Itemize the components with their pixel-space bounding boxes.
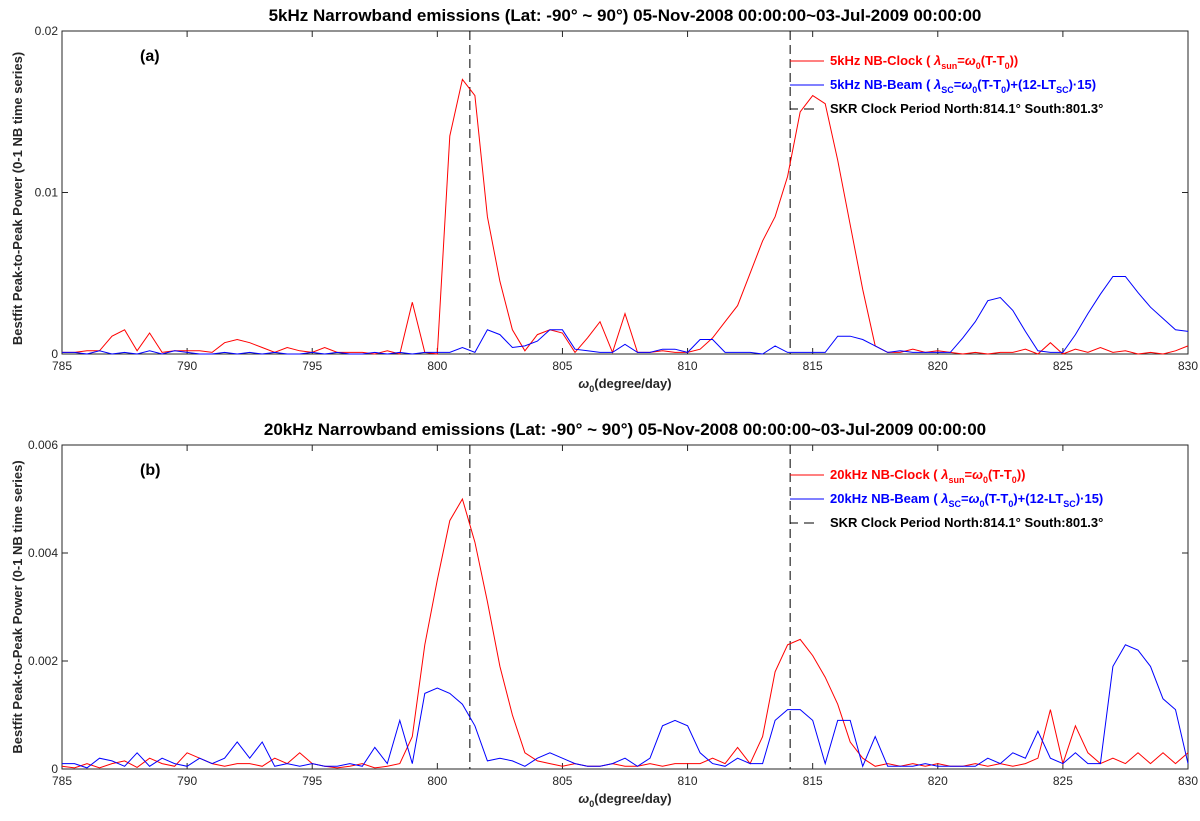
- x-tick-label: 830: [1178, 359, 1198, 373]
- x-tick-label: 815: [803, 359, 823, 373]
- series-line: [62, 78, 1189, 355]
- x-tick-label: 820: [928, 359, 948, 373]
- x-tick-label: 800: [427, 774, 447, 788]
- x-tick-label: 805: [552, 359, 572, 373]
- legend: 20kHz NB-Clock ( λsun=ω0(T-T0)) 20kHz NB-…: [790, 467, 1103, 530]
- legend-label: 5kHz NB-Beam ( λSC=ω0(T-T0)+(12-LTSC)·15…: [830, 77, 1096, 95]
- x-tick-label: 810: [678, 359, 698, 373]
- chart-panel: 785 790 795 800 805 810 815 820 825 830 0 0.01 0.02 5…: [10, 6, 1198, 394]
- x-tick-label: 805: [552, 774, 572, 788]
- x-axis-label: ω0(degree/day): [578, 376, 671, 394]
- x-tick-label: 810: [678, 774, 698, 788]
- chart-panel: 785 790 795 800 805 810 815 820 825 830 0 0.002 0.00…: [10, 420, 1198, 809]
- x-tick-label: 825: [1053, 774, 1073, 788]
- x-axis-label: ω0(degree/day): [578, 791, 671, 809]
- x-tick-label: 820: [928, 774, 948, 788]
- legend-label: 5kHz NB-Clock ( λsun=ω0(T-T0)): [830, 53, 1018, 71]
- legend-label: 20kHz NB-Clock ( λsun=ω0(T-T0)): [830, 467, 1025, 485]
- x-tick-label: 830: [1178, 774, 1198, 788]
- x-tick-label: 800: [427, 359, 447, 373]
- y-tick-label: 0: [51, 347, 58, 361]
- legend-entry: SKR Clock Period North:814.1° South:801.…: [790, 515, 1103, 530]
- series-line: [61, 497, 1189, 769]
- x-tick-label: 785: [52, 774, 72, 788]
- legend-entry: SKR Clock Period North:814.1° South:801.…: [790, 101, 1103, 116]
- legend-entry: 20kHz NB-Clock ( λsun=ω0(T-T0)): [790, 467, 1025, 485]
- panel-label: (b): [140, 462, 160, 479]
- x-tick-label: 825: [1053, 359, 1073, 373]
- x-tick-label: 785: [52, 359, 72, 373]
- plot-area-frame: [61, 444, 1189, 770]
- series-line: [62, 276, 1189, 355]
- series-line: [62, 644, 1189, 769]
- y-tick-label: 0.02: [35, 24, 59, 38]
- legend-entry: 5kHz NB-Beam ( λSC=ω0(T-T0)+(12-LTSC)·15…: [790, 77, 1096, 95]
- x-tick-label: 790: [177, 359, 197, 373]
- y-axis-label: Bestfit Peak-to-Peak Power (0-1 NB time …: [10, 52, 25, 345]
- x-tick-label: 795: [302, 359, 322, 373]
- y-tick-label: 0.006: [28, 438, 58, 452]
- legend-label: 20kHz NB-Beam ( λSC=ω0(T-T0)+(12-LTSC)·1…: [830, 491, 1103, 509]
- legend: 5kHz NB-Clock ( λsun=ω0(T-T0)) 5kHz NB-Be…: [790, 53, 1103, 116]
- x-tick-label: 790: [177, 774, 197, 788]
- legend-label: SKR Clock Period North:814.1° South:801.…: [830, 515, 1103, 530]
- legend-entry: 5kHz NB-Clock ( λsun=ω0(T-T0)): [790, 53, 1018, 71]
- chart-title: 20kHz Narrowband emissions (Lat: -90° ~ …: [264, 420, 986, 439]
- panel-label: (a): [140, 48, 160, 65]
- legend-label: SKR Clock Period North:814.1° South:801.…: [830, 101, 1103, 116]
- y-tick-label: 0.002: [28, 654, 58, 668]
- y-tick-label: 0.01: [35, 186, 59, 200]
- x-tick-label: 795: [302, 774, 322, 788]
- y-tick-label: 0.004: [28, 546, 58, 560]
- legend-entry: 20kHz NB-Beam ( λSC=ω0(T-T0)+(12-LTSC)·1…: [790, 491, 1103, 509]
- chart-title: 5kHz Narrowband emissions (Lat: -90° ~ 9…: [269, 6, 982, 25]
- x-tick-label: 815: [803, 774, 823, 788]
- y-axis-label: Bestfit Peak-to-Peak Power (0-1 NB time …: [10, 460, 25, 753]
- y-tick-label: 0: [51, 762, 58, 776]
